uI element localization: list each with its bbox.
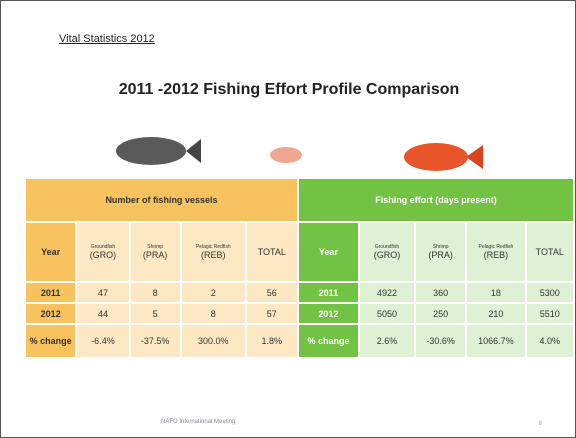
header: Vital Statistics 2012 bbox=[59, 33, 155, 45]
table-cell: 5 bbox=[129, 303, 182, 325]
column-code: (GRO) bbox=[373, 250, 401, 260]
table-cell: 1.8% bbox=[245, 324, 299, 359]
table-cell: 5300 bbox=[525, 282, 576, 304]
column-code: (PRA) bbox=[142, 250, 168, 260]
table-cell: 210 bbox=[466, 303, 527, 325]
table-cell: 2011 bbox=[297, 282, 360, 304]
column-header: Year bbox=[297, 222, 360, 283]
table-cell: -37.5% bbox=[129, 324, 182, 359]
column-code: (REB) bbox=[483, 250, 509, 260]
table-cell: 2.6% bbox=[358, 324, 417, 359]
table-cell: 56 bbox=[245, 282, 299, 304]
group-header: Number of fishing vessels bbox=[26, 179, 299, 223]
table-cell: 250 bbox=[415, 303, 468, 325]
column-code: (REB) bbox=[200, 250, 226, 260]
column-name: Groundfish bbox=[374, 244, 400, 250]
table-cell: 57 bbox=[245, 303, 299, 325]
table-cell: 2011 bbox=[26, 282, 78, 304]
column-header: TOTAL bbox=[525, 222, 576, 283]
table-cell: 300.0% bbox=[180, 324, 247, 359]
table-cell: % change bbox=[26, 324, 78, 359]
column-name: Pelagic Redfish bbox=[195, 244, 231, 250]
page-number: 9 bbox=[539, 421, 542, 427]
column-code: (GRO) bbox=[89, 250, 117, 260]
table-cell: 18 bbox=[466, 282, 527, 304]
column-header: Year bbox=[26, 222, 78, 283]
column-header: TOTAL bbox=[245, 222, 299, 283]
column-header: Shrimp (PRA) bbox=[129, 222, 182, 283]
table-cell: 47 bbox=[76, 282, 131, 304]
column-header: Pelagic Redfish (REB) bbox=[466, 222, 527, 283]
group-header: Fishing effort (days present) bbox=[297, 179, 576, 223]
data-table: Number of fishing vessels Fishing effort … bbox=[26, 179, 576, 359]
column-name: Shrimp bbox=[147, 244, 164, 250]
column-code: (PRA) bbox=[428, 250, 453, 260]
column-header: Shrimp (PRA) bbox=[415, 222, 468, 283]
table-row: % change -6.4% -37.5% 300.0% 1.8%% change 2.6… bbox=[26, 324, 576, 359]
title: 2011 -2012 Fishing Effort Profile Compar… bbox=[118, 81, 460, 98]
column-header: Pelagic Redfish (REB) bbox=[180, 222, 247, 283]
table-cell: 360 bbox=[415, 282, 468, 304]
table-cell: 4.0% bbox=[525, 324, 576, 359]
column-header: Groundfish (GRO) bbox=[358, 222, 417, 283]
table-cell: 8 bbox=[180, 303, 247, 325]
table-cell: 8 bbox=[129, 282, 182, 304]
table-cell: 1066.7% bbox=[466, 324, 527, 359]
table-cell: % change bbox=[297, 324, 360, 359]
fish-illustrations bbox=[116, 137, 483, 171]
column-header-row: Year Groundfish (GRO) Shrimp (PRA) Pelagic Re… bbox=[26, 222, 576, 283]
column-name: Pelagic Redfish bbox=[478, 244, 514, 250]
column-name: Groundfish bbox=[90, 244, 116, 250]
table-cell: 2 bbox=[180, 282, 247, 304]
table-cell: 2012 bbox=[26, 303, 78, 325]
table-cell: 2012 bbox=[297, 303, 360, 325]
footer: NAFO International Meeting bbox=[161, 419, 236, 425]
column-header: Groundfish (GRO) bbox=[76, 222, 131, 283]
table-cell: -6.4% bbox=[76, 324, 131, 359]
column-name: Shrimp bbox=[432, 244, 449, 250]
group-row: Number of fishing vessels Fishing effort … bbox=[26, 179, 576, 223]
table-row: 2012 44 5 8 57 2012 5050 250 210 5510 bbox=[26, 303, 576, 325]
table-cell: 4922 bbox=[358, 282, 417, 304]
table-cell: 5050 bbox=[358, 303, 417, 325]
table-cell: 5510 bbox=[525, 303, 576, 325]
table-row: 2011 47 8 2 56 2011 4922 360 18 5300 bbox=[26, 282, 576, 304]
table-cell: 44 bbox=[76, 303, 131, 325]
table-cell: -30.6% bbox=[415, 324, 468, 359]
